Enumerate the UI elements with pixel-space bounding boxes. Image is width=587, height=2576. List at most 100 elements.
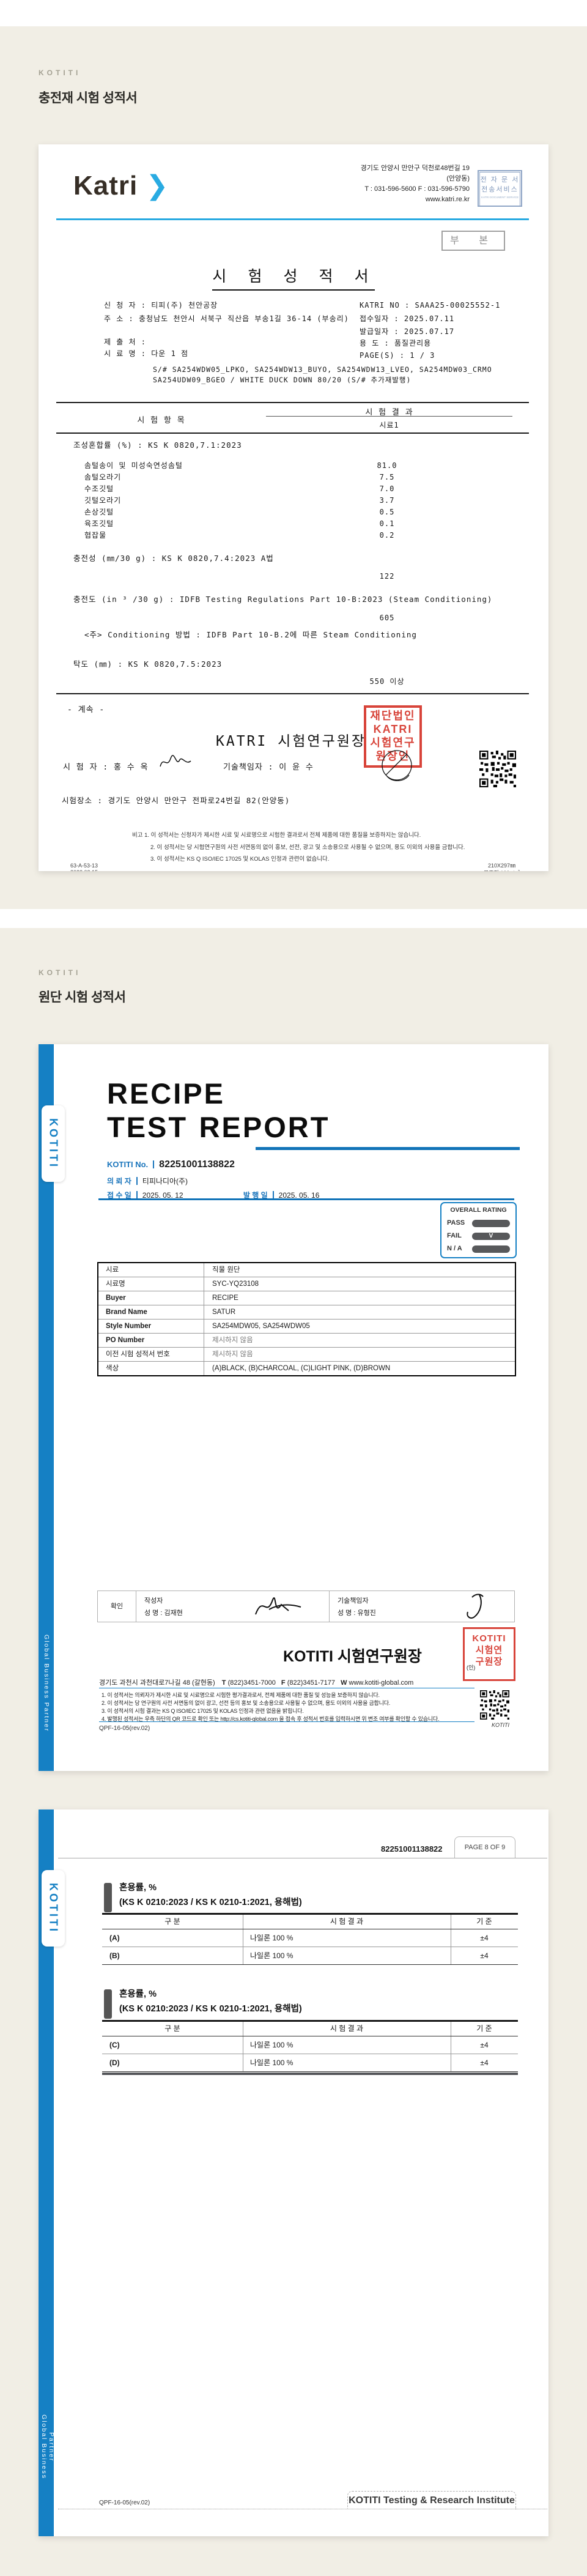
- kotiti-report-page1: KOTITI Global Business Partner RECIPE TE…: [39, 1044, 548, 1771]
- table-row: PO Number 제시하지 않음: [98, 1334, 515, 1348]
- section-gap-band: [0, 909, 587, 928]
- table-rule-header-bottom: [56, 432, 529, 434]
- footer-note-1: 1. 이 성적서는 의뢰자가 제시한 시료 및 시료명으로 시험한 평가결과로서…: [102, 1692, 380, 1698]
- footer-address: 경기도 과천시 과천대로7나길 48 (갈현동): [99, 1679, 215, 1687]
- rating-fail-bar: V: [472, 1233, 510, 1240]
- label-separator: [272, 1191, 274, 1199]
- footer-org-box: KOTITI Testing & Research Institute: [347, 2491, 516, 2509]
- test1-item-value: 3.7: [379, 496, 395, 505]
- test1-item-value: 0.1: [379, 519, 395, 528]
- katri-logo: Katri ❯: [73, 170, 169, 202]
- rating-na-label: N / A: [447, 1245, 462, 1252]
- cell-category: (A): [109, 1934, 120, 1942]
- test1-item-value: 81.0: [377, 461, 397, 470]
- section-marker: [104, 1883, 112, 1912]
- info-label: 주 소: [104, 314, 124, 323]
- tech-signature: [467, 1594, 484, 1619]
- info-label: 용 도: [360, 339, 380, 347]
- tech-role: 기술책임자: [338, 1597, 369, 1605]
- report-no-value: 82251001138822: [159, 1159, 235, 1170]
- result-table: 구 분 시 험 결 과 기 준 (C) 나일론 100 % ±4 (D) 나일론…: [102, 2020, 518, 2072]
- info-row-purpose: 용 도 : 품질관리용: [360, 339, 432, 347]
- test1-item-label: 깃털오라기: [84, 496, 122, 505]
- director-text: KOTITI 시험연구원장: [283, 1648, 422, 1665]
- section2-title: 원단 시험 성적서: [39, 990, 126, 1004]
- row-value: (A)BLACK, (B)CHARCOAL, (C)LIGHT PINK, (D…: [212, 1365, 391, 1372]
- info-row-submit: 제 출 처 :: [104, 338, 147, 346]
- test1-item-value: 0.5: [379, 508, 395, 516]
- label-separator: [153, 1160, 155, 1168]
- footer-address-row: 경기도 과천시 과천대로7나길 48 (갈현동) T (822)3451-700…: [99, 1677, 413, 1687]
- writer-role: 작성자: [144, 1597, 163, 1605]
- seal-line: 시험연구: [370, 737, 416, 749]
- info-value: 품질관리용: [394, 339, 432, 347]
- cell-criteria: ±4: [480, 1934, 489, 1942]
- tel-value: (822)3451-7000: [227, 1679, 276, 1687]
- test4-title: 탁도 (㎜) : KS K 0820,7.5:2023: [73, 659, 223, 669]
- tech-line: 기술책임자 : 이 윤 수: [223, 763, 314, 772]
- katri-logo-chevron-icon: ❯: [146, 171, 169, 201]
- paper-spec: 모조지 100g/㎡: [484, 869, 520, 871]
- info-label: 시 료 명: [104, 349, 136, 358]
- test-place: 시험장소 : 경기도 안양시 만안구 전파로24번길 82(안양동): [62, 796, 290, 805]
- seal-mark: (인): [467, 1665, 476, 1671]
- seal-line: 재단법인: [370, 710, 416, 722]
- result-table: 구 분 시 험 결 과 기 준 (A) 나일론 100 % ±4 (B) 나일론…: [102, 1913, 518, 1965]
- web-value: www.kotiti-global.com: [349, 1679, 414, 1687]
- row-label: Brand Name: [106, 1308, 147, 1316]
- conditioning-note: <주> Conditioning 방법 : IDFB Part 10-B.2에 …: [84, 630, 417, 639]
- col-header-criteria: 기 준: [476, 2024, 492, 2033]
- info-value: 2025.07.17: [404, 327, 455, 336]
- kotiti-logo-vertical: KOTITI: [47, 1118, 60, 1169]
- qr-code: [480, 1690, 509, 1720]
- header-rule: [56, 218, 529, 220]
- page-indicator: PAGE 8 OF 9: [454, 1836, 515, 1858]
- test-section-title: 혼용률, %: [119, 1989, 157, 1999]
- info-value: 다운 1 점: [151, 349, 189, 358]
- eservice-caption: KATRI DOCUMENT SERVICE: [481, 196, 519, 199]
- kotiti-report-page8: KOTITI Global Business Partner 822510011…: [39, 1810, 548, 2536]
- report-title: 시 험 성 적 서: [212, 264, 375, 291]
- test1-item-label: 솜털오라기: [84, 473, 122, 481]
- sidebar-logo-tab: KOTITI: [42, 1870, 65, 1947]
- dates-row: 접 수 일 2025. 05. 12 발 행 일 2025. 05. 16: [107, 1190, 319, 1200]
- cell-result: 나일론 100 %: [250, 1951, 294, 1960]
- info-row-pages: PAGE(S) : 1 / 3: [360, 351, 435, 360]
- test-section-title: 혼용률, %: [119, 1883, 157, 1893]
- sidebar-caption: Global Business Partner: [40, 1635, 53, 1732]
- eservice-line2: 전송서비스: [481, 186, 519, 193]
- table-row: (D) 나일론 100 % ±4: [102, 2054, 518, 2071]
- sidebar-caption-text: Global Business Partner: [40, 2415, 55, 2479]
- col-header-result: 시 험 결 과: [330, 2024, 364, 2033]
- confirm-table: 확인 작성자 성 명 : 김재현 기술책임자 성 명 : 유형진: [97, 1591, 515, 1622]
- info-row-applicant: 신 청 자 : 티피(주) 천안공장: [104, 301, 218, 310]
- table-row: Brand Name SATUR: [98, 1305, 515, 1320]
- th-sample1: 시료1: [379, 421, 399, 429]
- received-label: 접 수 일: [107, 1191, 131, 1200]
- sample-info-table: 시료 직물 원단 시료명 SYC-YQ23108 Buyer RECIPE Brand…: [97, 1262, 516, 1376]
- katri-address-line2: (안양동): [446, 175, 470, 182]
- client-row: 의 뢰 자 티피나디아(주): [107, 1176, 188, 1186]
- katri-seal-stamp: 재단법인 KATRI 시험연구 원장인: [364, 705, 422, 768]
- report-title-test: TEST: [107, 1111, 188, 1143]
- table-row: 이전 시험 성적서 번호 제시하지 않음: [98, 1348, 515, 1362]
- kotiti-logo-vertical: KOTITI: [47, 1883, 60, 1934]
- info-value: 티피(주) 천안공장: [151, 301, 218, 310]
- info-label: 접수일자: [360, 314, 389, 323]
- rating-title: OVERALL RATING: [450, 1206, 507, 1214]
- report-title-line2: TEST REPORT: [107, 1112, 330, 1143]
- cell-category: (D): [109, 2058, 120, 2067]
- test1-item-label: 육조깃털: [84, 519, 114, 528]
- section1-title: 충전재 시험 성적서: [39, 91, 138, 105]
- header-rule: [98, 1198, 514, 1200]
- table-row: 색상 (A)BLACK, (B)CHARCOAL, (C)LIGHT PINK, …: [98, 1362, 515, 1375]
- table-row: (B) 나일론 100 % ±4: [102, 1947, 518, 1964]
- row-value: 제시하지 않음: [212, 1351, 253, 1358]
- info-value: 충청남도 천안시 서북구 직산읍 부송1길 36-14 (부송리): [139, 314, 349, 323]
- test2-value: 122: [379, 572, 395, 581]
- sample-codes-line2: SA254UDW09_BGEO / WHITE DUCK DOWN 80/20 …: [153, 376, 412, 384]
- row-value: SA254MDW05, SA254WDW05: [212, 1323, 310, 1330]
- row-label: Buyer: [106, 1294, 126, 1302]
- report-title-line1: RECIPE: [107, 1077, 225, 1110]
